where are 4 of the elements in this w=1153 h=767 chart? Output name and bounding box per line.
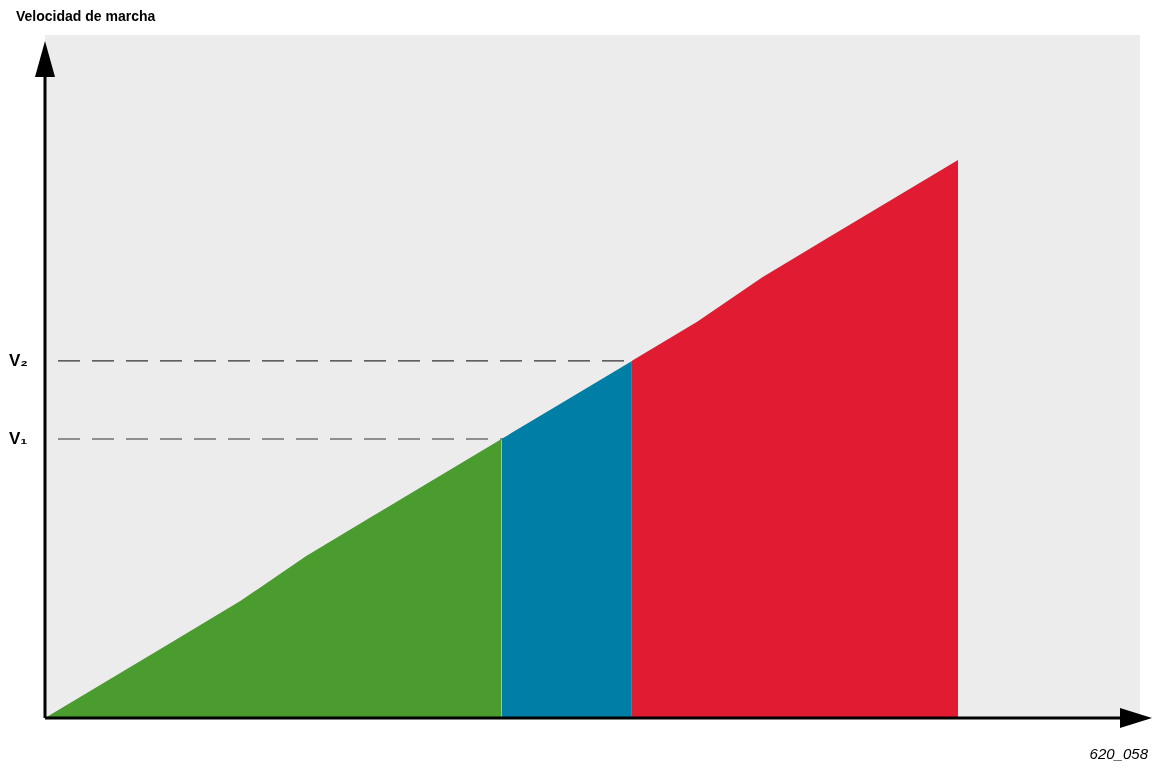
ref-line-label: V₂ — [9, 350, 28, 370]
ref-line-label: V₁ — [9, 428, 28, 448]
text: Velocidad de marcha — [16, 7, 156, 24]
text: 620_058 — [1089, 745, 1149, 763]
